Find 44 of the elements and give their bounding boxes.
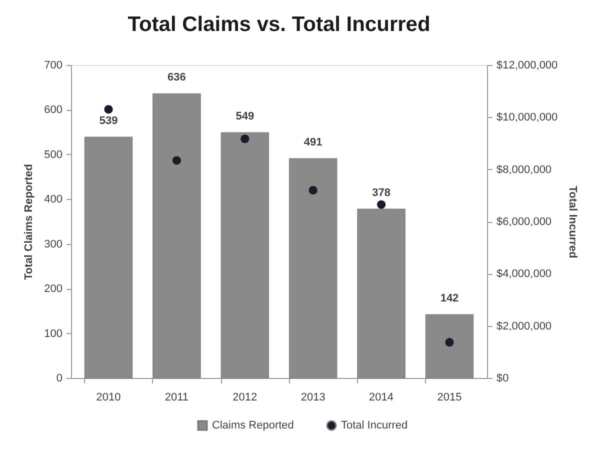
bar <box>357 208 406 378</box>
y-tick-label: 300 <box>44 238 62 250</box>
y-tick-label: 200 <box>44 283 62 296</box>
data-label: 142 <box>440 292 459 305</box>
data-label: 549 <box>236 110 254 123</box>
x-tick-label: 2010 <box>96 392 121 404</box>
point <box>376 200 386 209</box>
chart-title: Total Claims vs. Total Incurred <box>128 13 430 36</box>
y-tick-label: 600 <box>44 104 62 116</box>
y-tick-label: 500 <box>44 148 62 161</box>
data-label: 491 <box>304 136 322 148</box>
bar <box>425 314 474 378</box>
bar <box>220 132 270 378</box>
x-tick-label: 2012 <box>232 392 258 404</box>
legend-label: Total Incurred <box>341 420 408 432</box>
y-axis-title: Total Claims Reported <box>23 164 36 280</box>
y-tick-label: 100 <box>44 328 62 340</box>
y2-tick-label: $2,000,000 <box>496 320 552 332</box>
y2-tick-label: $10,000,000 <box>496 112 558 124</box>
x-tick-label: 2014 <box>369 392 394 404</box>
y2-tick-label: $8,000,000 <box>496 164 552 176</box>
bar <box>288 158 338 378</box>
data-label: 378 <box>372 186 390 199</box>
y2-tick-label: $0 <box>496 372 509 384</box>
point <box>172 156 182 165</box>
point <box>445 338 454 347</box>
point <box>308 186 318 195</box>
y-tick-label: 700 <box>44 60 62 72</box>
y-tick-label: 400 <box>44 194 62 206</box>
y2-tick-label: $4,000,000 <box>496 268 552 280</box>
y2-axis-title: Total Incurred <box>566 186 579 258</box>
y2-tick-label: $6,000,000 <box>496 216 552 228</box>
data-label: 636 <box>168 72 186 84</box>
bar <box>152 93 201 378</box>
x-tick-label: 2015 <box>437 392 462 404</box>
y-tick-label: 0 <box>56 372 62 384</box>
x-tick-label: 2011 <box>164 392 189 404</box>
point <box>240 134 250 144</box>
x-tick-label: 2013 <box>300 392 326 404</box>
legend-label: Claims Reported <box>212 420 294 432</box>
point <box>104 105 113 114</box>
y2-tick-label: $12,000,000 <box>496 60 558 72</box>
bar <box>84 136 133 378</box>
data-label: 539 <box>99 114 118 127</box>
